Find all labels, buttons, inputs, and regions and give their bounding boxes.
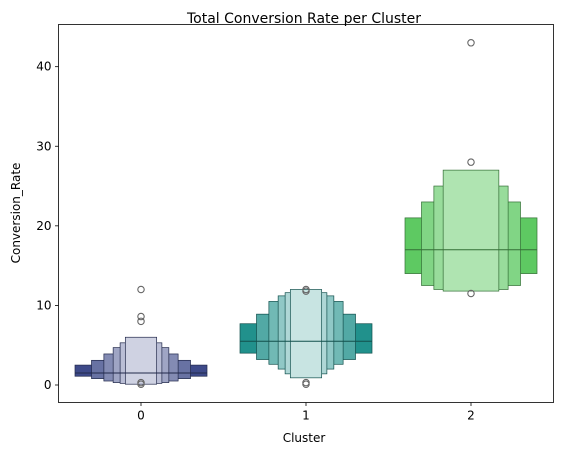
y-tick-label: 30 [36, 139, 51, 153]
outlier-point [467, 158, 475, 166]
x-tick-label: 0 [137, 409, 145, 423]
x-axis-label: Cluster [283, 431, 326, 445]
chart-title: Total Conversion Rate per Cluster [186, 11, 421, 27]
outlier-point [302, 378, 310, 387]
y-tick-label: 40 [36, 60, 51, 74]
boxen-group-0 [74, 285, 208, 388]
y-tick-label: 20 [36, 219, 51, 233]
outlier-point [137, 312, 145, 321]
plot-area: 0 10 20 30 40 0 1 2 [36, 39, 538, 423]
x-tick-label: 1 [302, 409, 310, 423]
outlier-point [467, 39, 475, 47]
outlier-point [137, 317, 145, 326]
boxen-level [289, 289, 323, 379]
outlier-point [137, 285, 145, 294]
outlier-point [467, 289, 475, 298]
boxen-group-1 [239, 285, 373, 388]
y-tick-label: 10 [36, 298, 51, 312]
axes-frame [58, 24, 554, 403]
x-tick-label: 2 [467, 409, 475, 423]
outlier-point [137, 378, 145, 387]
y-axis-label: Conversion_Rate [9, 163, 23, 264]
y-tick-label: 0 [44, 378, 52, 392]
boxen-level [442, 169, 500, 292]
boxen-level [124, 336, 158, 385]
outlier-point [302, 285, 310, 294]
boxen-group-2 [404, 39, 538, 298]
